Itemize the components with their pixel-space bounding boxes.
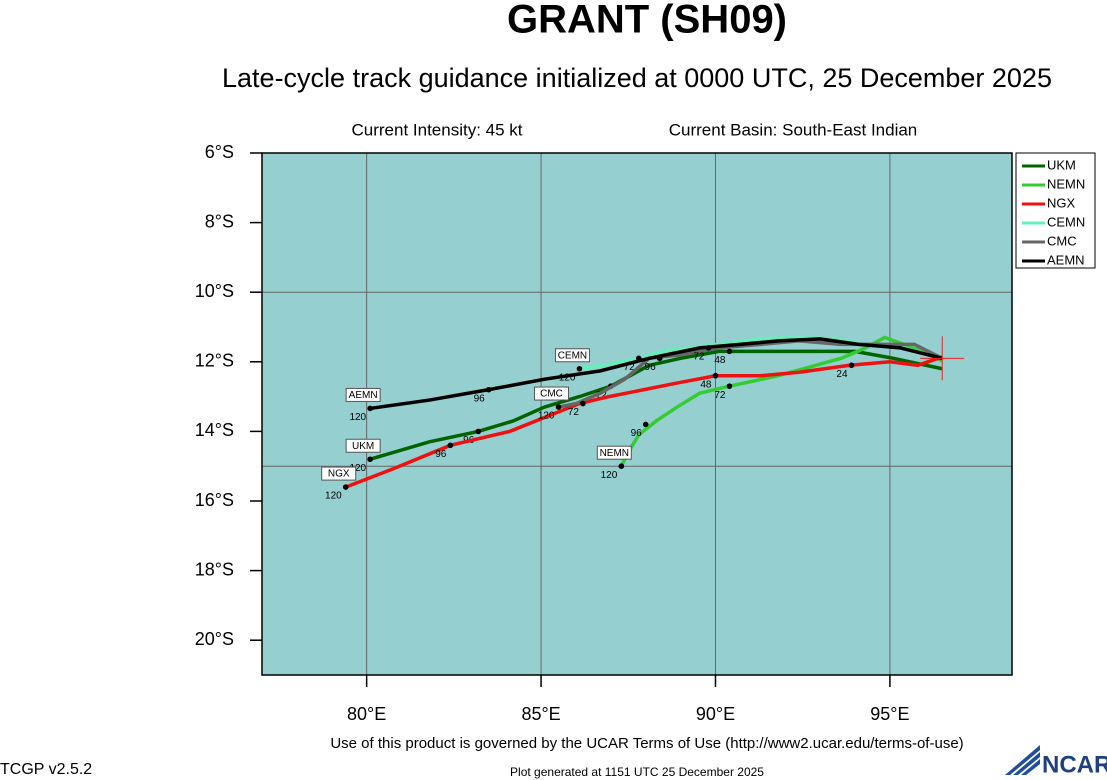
forecast-point — [848, 362, 855, 369]
forecast-hour: 120 — [325, 491, 342, 502]
track-label: NGX — [328, 469, 350, 480]
forecast-point — [726, 383, 733, 389]
forecast-hour: 96 — [474, 393, 486, 404]
forecast-hour: 72 — [568, 407, 580, 418]
legend-label: NGX — [1047, 195, 1076, 210]
track-label-box — [534, 386, 570, 401]
track-label: UKM — [352, 441, 374, 452]
version: TCGP v2.5.2 — [0, 761, 92, 778]
forecast-hour: 120 — [349, 412, 366, 423]
forecast-point — [342, 484, 349, 490]
plot-area — [262, 153, 1012, 675]
track-label-box — [345, 438, 381, 453]
forecast-hour: 120 — [601, 470, 618, 481]
forecast-point — [726, 348, 733, 355]
forecast-point — [618, 463, 625, 470]
y-tick-label: 10°S — [195, 281, 234, 301]
y-tick-label: 12°S — [195, 351, 234, 371]
forecast-point — [485, 386, 492, 393]
track-label-box — [345, 387, 381, 402]
forecast-hour: 72 — [693, 352, 705, 363]
forecast-hour: 72 — [624, 362, 636, 373]
track-line — [345, 355, 943, 489]
forecast-point — [580, 400, 586, 407]
track-label-box — [554, 348, 590, 363]
forecast-hour: 96 — [435, 449, 447, 460]
y-tick-label: 16°S — [195, 490, 234, 510]
x-tick-label: 85°E — [521, 704, 560, 724]
generated: Plot generated at 1151 UTC 25 December 2… — [510, 765, 764, 779]
basin: Current Basin: South-East Indian — [669, 120, 918, 139]
forecast-hour: 72 — [596, 390, 608, 401]
legend-label: NEMN — [1047, 176, 1085, 191]
forecast-point — [367, 456, 373, 463]
forecast-hour: 96 — [645, 362, 657, 373]
logo: NCAR — [1042, 751, 1107, 778]
x-tick-label: 90°E — [696, 704, 735, 724]
chart-subtitle: Late-cycle track guidance initialized at… — [222, 63, 1052, 93]
chart-title: GRANT (SH09) — [507, 0, 787, 42]
x-tick-label: 80°E — [347, 704, 386, 724]
forecast-hour: 48 — [700, 379, 712, 390]
forecast-point — [475, 428, 482, 435]
track-label: CEMN — [558, 350, 587, 361]
forecast-hour: 96 — [631, 428, 643, 439]
forecast-point — [712, 372, 719, 379]
track-label: CMC — [540, 389, 563, 400]
forecast-hour: 120 — [349, 463, 366, 474]
legend-label: CEMN — [1047, 214, 1085, 229]
legend-frame — [1015, 152, 1096, 269]
forecast-hour: 72 — [714, 390, 726, 401]
y-tick-label: 8°S — [205, 211, 234, 231]
legend-label: CMC — [1047, 233, 1077, 248]
forecast-hour: 48 — [714, 355, 726, 366]
track-label-box — [596, 445, 632, 460]
forecast-point — [705, 345, 712, 351]
legend-label: UKM — [1047, 157, 1076, 172]
logo-stripes — [1005, 745, 1040, 775]
y-tick-label: 18°S — [195, 559, 234, 579]
forecast-point — [555, 404, 562, 410]
forecast-hour: 120 — [559, 372, 576, 383]
y-tick-label: 20°S — [195, 629, 234, 649]
track-label-box — [321, 466, 357, 481]
forecast-point — [367, 405, 373, 412]
forecast-hour: 120 — [538, 411, 555, 422]
x-tick-label: 95°E — [870, 704, 909, 724]
y-tick-label: 6°S — [205, 142, 234, 162]
forecast-point — [576, 365, 583, 372]
plot-frame — [261, 152, 1013, 676]
footer: Use of this product is governed by the U… — [330, 735, 963, 752]
track-label: NEMN — [600, 448, 629, 459]
legend-label: AEMN — [1047, 252, 1085, 267]
forecast-point — [447, 442, 454, 449]
intensity: Current Intensity: 45 kt — [351, 120, 522, 139]
track-label: AEMN — [349, 390, 378, 401]
forecast-point — [642, 421, 649, 428]
y-tick-label: 14°S — [195, 420, 234, 440]
forecast-hour: 24 — [836, 369, 848, 380]
